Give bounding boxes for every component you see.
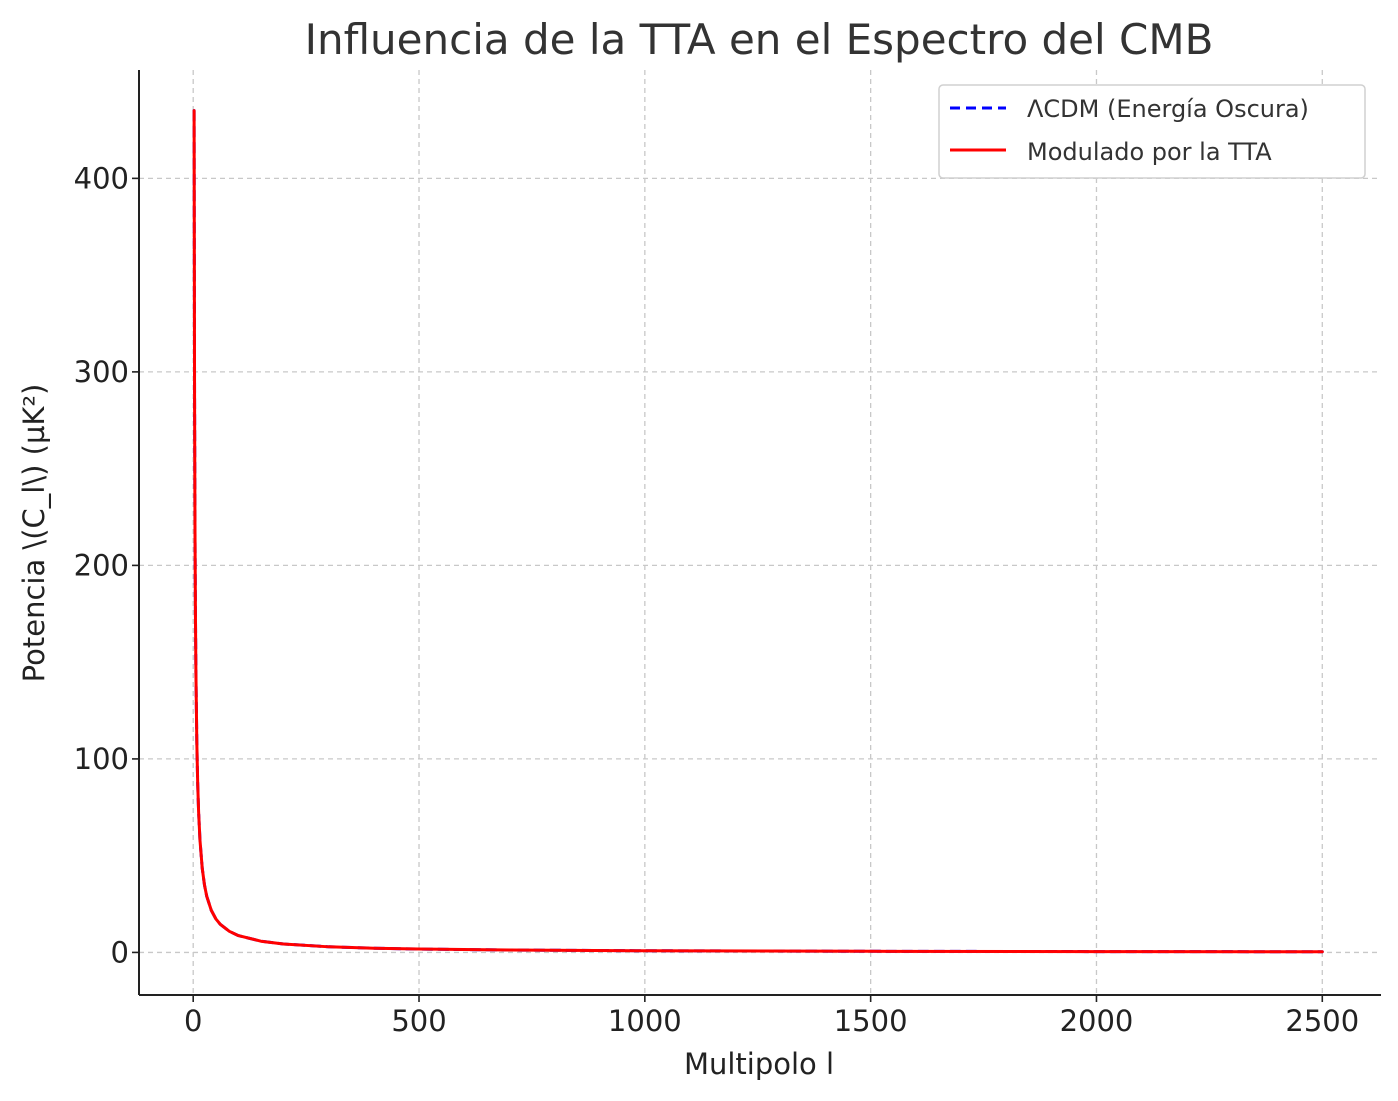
y-tick-label: 400 [74,161,129,195]
y-tick-label: 100 [74,742,129,776]
y-tick-label: 300 [74,355,129,389]
grid [139,70,1381,995]
y-tick-label: 0 [111,935,129,969]
y-tick-label: 200 [74,548,129,582]
legend-box [938,84,1366,179]
x-tick-label: 2000 [1060,1004,1134,1038]
y-axis-label: Potencia \(C_l\) (µK²) [17,384,51,683]
chart-title: Influencia de la TTA en el Espectro del … [305,15,1214,64]
axes [138,70,1381,996]
x-tick-label: 1500 [834,1004,908,1038]
series-line-tta [192,109,1324,954]
x-axis-label: Multipolo l [684,1047,834,1081]
x-tick-label: 0 [184,1004,202,1038]
legend-label-tta: Modulado por la TTA [1027,138,1272,166]
series-lines [192,109,1324,954]
ticks: 0 500 1000 1500 2000 2500 0 100 200 300 400 [74,161,1360,1038]
legend: ΛCDM (Energía Oscura) Modulado por la TT… [938,84,1366,179]
legend-label-lcdm: ΛCDM (Energía Oscura) [1027,95,1309,123]
x-tick-label: 500 [391,1004,446,1038]
x-tick-label: 1000 [608,1004,682,1038]
x-tick-label: 2500 [1285,1004,1359,1038]
series-line-lcdm [192,109,1324,954]
